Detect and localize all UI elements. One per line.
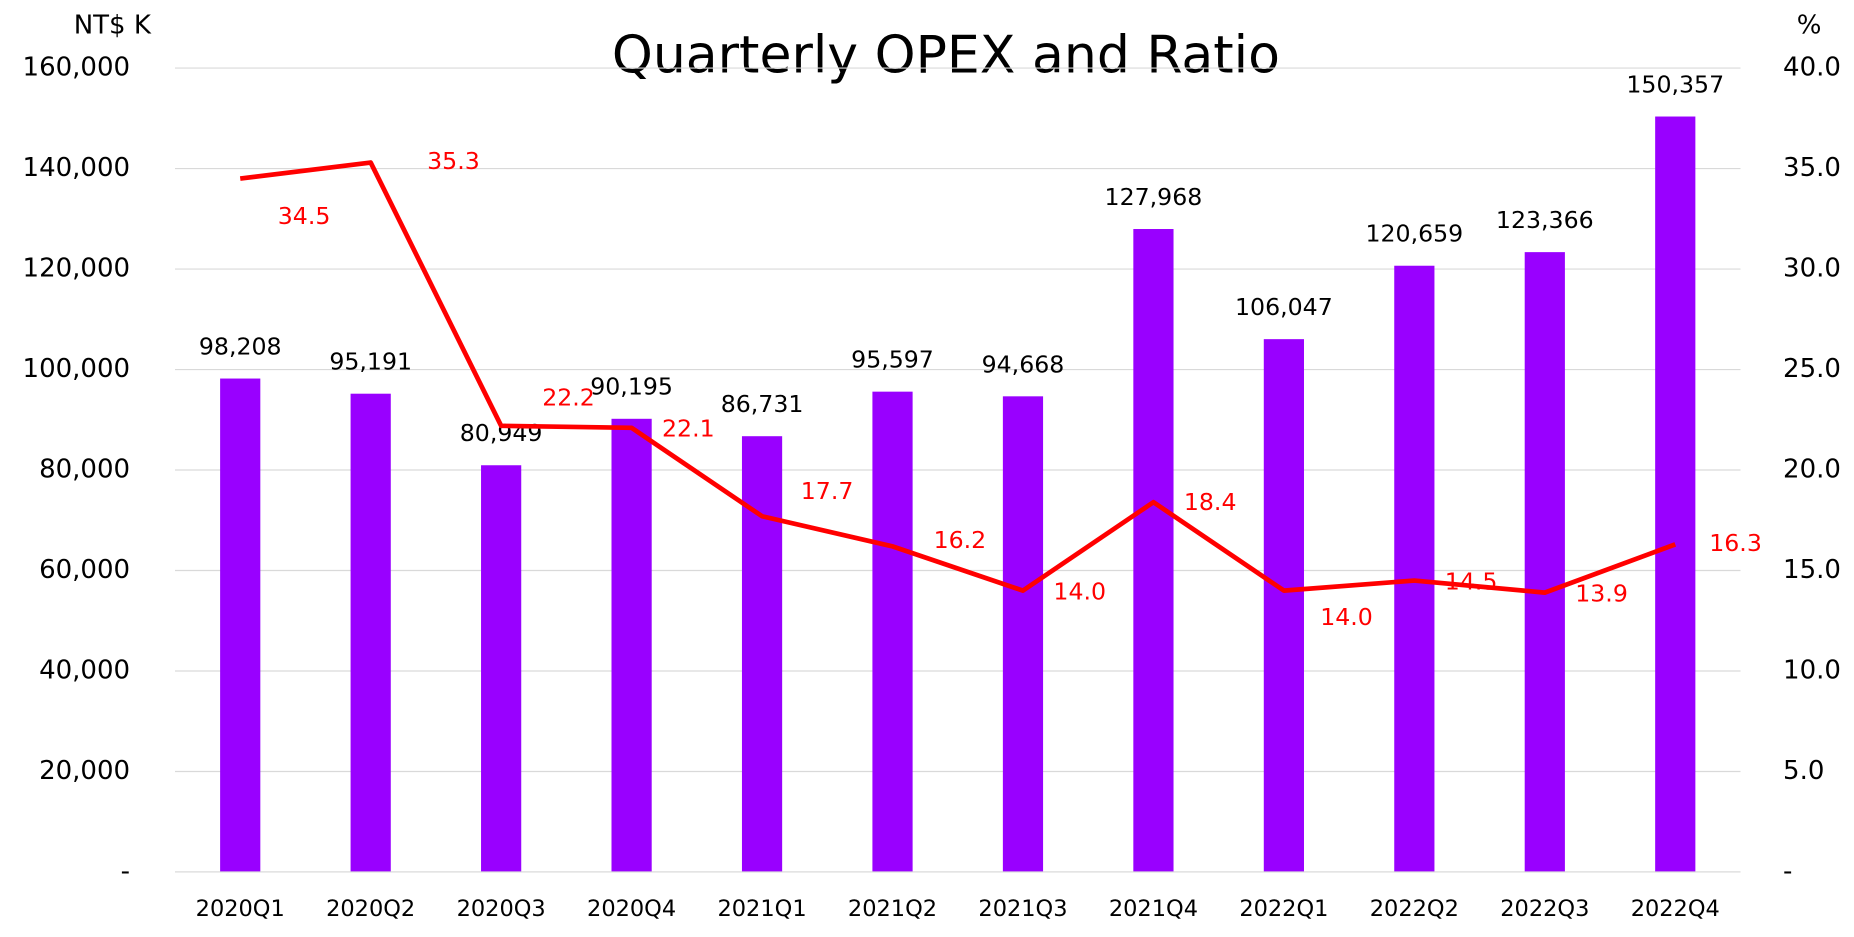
- line-value-label: 14.5: [1445, 567, 1498, 595]
- y-tick-label: 120,000: [23, 254, 131, 284]
- bar: [1655, 116, 1696, 872]
- bar: [350, 393, 391, 872]
- bar: [1002, 396, 1044, 872]
- bar: [481, 465, 522, 872]
- bar: [1524, 252, 1565, 872]
- line-value-label: 22.2: [542, 383, 595, 411]
- bar: [741, 436, 783, 872]
- y2-tick-label: -: [1783, 857, 1792, 887]
- bar-value-label: 95,597: [851, 346, 934, 374]
- bar-value-label: 127,968: [1105, 183, 1203, 211]
- bar-value-label: 98,208: [199, 333, 282, 361]
- y-tick-label: 160,000: [23, 53, 131, 83]
- x-tick-label: 2021Q2: [848, 896, 937, 922]
- x-tick-label: 2022Q1: [1239, 896, 1328, 922]
- line-value-label: 16.3: [1709, 529, 1762, 557]
- ratio-line: [239, 160, 1677, 595]
- bar: [611, 418, 652, 872]
- y-tick-label: 100,000: [23, 354, 131, 384]
- line-value-label: 14.0: [1320, 603, 1373, 631]
- y-tick-label: 20,000: [39, 756, 130, 786]
- y2-tick-label: 20.0: [1783, 455, 1841, 485]
- chart-title: Quarterly OPEX and Ratio: [612, 26, 1280, 86]
- bar: [1133, 229, 1174, 872]
- y2-tick-label: 35.0: [1783, 153, 1841, 183]
- bar: [220, 378, 261, 872]
- bar-value-label: 150,357: [1626, 71, 1724, 99]
- x-tick-label: 2020Q4: [587, 896, 676, 922]
- line-value-label: 13.9: [1575, 580, 1628, 608]
- x-tick-label: 2020Q1: [196, 896, 285, 922]
- y2-tick-label: 5.0: [1783, 756, 1824, 786]
- bar-value-label: 90,195: [590, 373, 673, 401]
- x-tick-label: 2022Q3: [1500, 896, 1589, 922]
- y2-tick-label: 10.0: [1783, 656, 1841, 686]
- y2-axis-label: %: [1797, 10, 1822, 40]
- bar: [1394, 265, 1435, 872]
- y-tick-label: 80,000: [39, 455, 130, 485]
- y2-tick-label: 25.0: [1783, 354, 1841, 384]
- line-value-label: 17.7: [801, 477, 854, 505]
- y-tick-label: 40,000: [39, 656, 130, 686]
- line-value-label: 18.4: [1184, 488, 1237, 516]
- bar: [1263, 339, 1304, 872]
- bar-value-label: 106,047: [1235, 293, 1333, 321]
- bar-value-label: 120,659: [1365, 220, 1463, 248]
- line-value-label: 34.5: [278, 202, 331, 230]
- line-value-label: 14.0: [1053, 578, 1106, 606]
- bar-value-label: 95,191: [329, 348, 412, 376]
- y-axis-label: NT$ K: [74, 10, 152, 40]
- x-tick-label: 2021Q1: [717, 896, 806, 922]
- y-tick-label: -: [121, 857, 130, 887]
- y2-tick-label: 15.0: [1783, 555, 1841, 585]
- line-value-label: 16.2: [934, 526, 987, 554]
- x-tick-label: 2020Q3: [457, 896, 546, 922]
- bar-value-label: 123,366: [1496, 206, 1594, 234]
- y-tick-label: 60,000: [39, 555, 130, 585]
- bar-value-label: 86,731: [721, 390, 804, 418]
- x-tick-label: 2020Q2: [326, 896, 415, 922]
- y-tick-label: 140,000: [23, 153, 131, 183]
- x-tick-label: 2022Q4: [1631, 896, 1720, 922]
- x-tick-label: 2021Q4: [1109, 896, 1198, 922]
- y2-tick-label: 30.0: [1783, 254, 1841, 284]
- x-tick-label: 2021Q3: [978, 896, 1067, 922]
- line-value-label: 22.1: [662, 415, 715, 443]
- line-value-label: 35.3: [427, 147, 480, 175]
- bar: [872, 391, 913, 872]
- y2-tick-label: 40.0: [1783, 53, 1841, 83]
- x-tick-label: 2022Q2: [1370, 896, 1459, 922]
- bar-value-label: 94,668: [982, 350, 1065, 378]
